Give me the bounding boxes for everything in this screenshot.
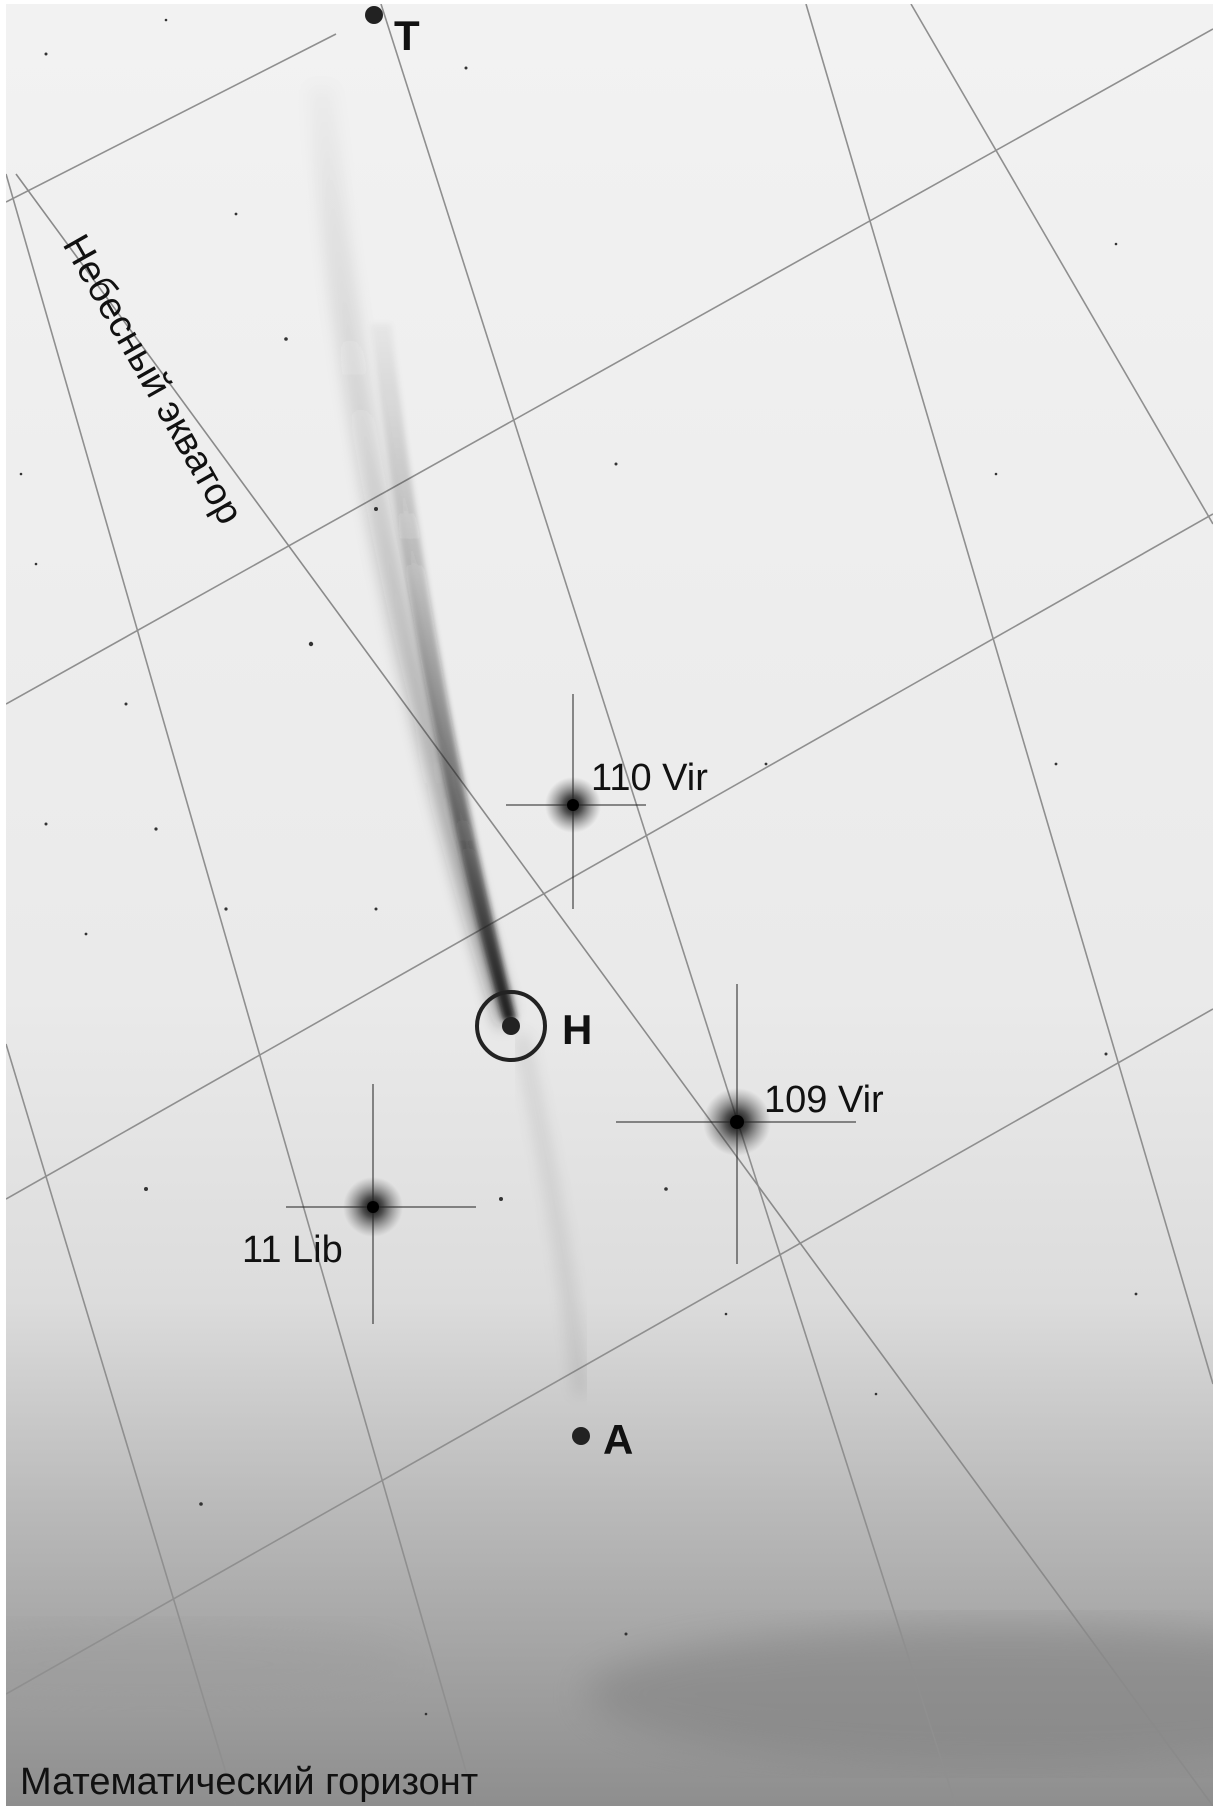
star-11-lib: [286, 1084, 476, 1324]
label-a: А: [603, 1416, 633, 1463]
horizon-haze-left: [6, 1624, 416, 1704]
star-110-vir: [506, 694, 646, 909]
label-math-horizon: Математический горизонт: [20, 1761, 478, 1803]
star-109-vir: [616, 984, 856, 1264]
label-h: Н: [562, 1006, 592, 1053]
point-t-marker: [365, 6, 383, 24]
sky-background: [6, 4, 1213, 1806]
comet-tail: [306, 84, 586, 1395]
label-109-vir: 109 Vir: [764, 1079, 884, 1121]
label-11-lib: 11 Lib: [242, 1229, 343, 1271]
label-t: Т: [394, 12, 420, 59]
horizon-haze: [586, 1624, 1213, 1764]
sky-photo: Т Н А 110 Vir 109 Vir 11 Lib Небесный эк…: [6, 4, 1213, 1806]
point-h-marker: [475, 990, 547, 1062]
label-110-vir: 110 Vir: [591, 757, 708, 799]
point-a-marker: [572, 1427, 590, 1445]
coordinate-grid: [6, 4, 1213, 1806]
